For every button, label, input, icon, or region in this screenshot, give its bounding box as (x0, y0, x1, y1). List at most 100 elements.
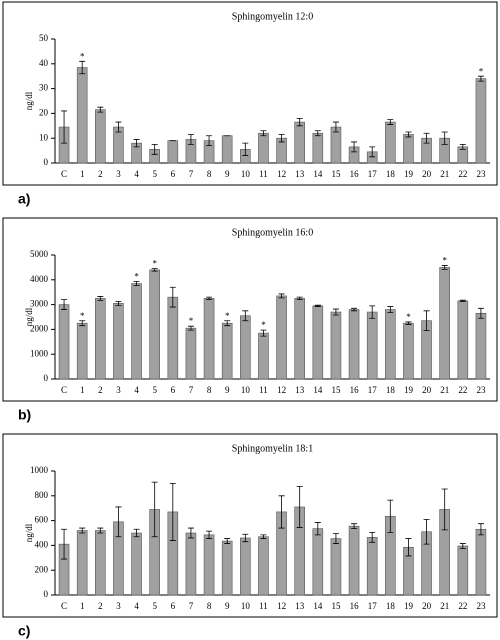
y-tick-label: 1000 (30, 348, 49, 358)
x-tick-label: 7 (189, 601, 194, 611)
error-bar (133, 139, 140, 148)
error-bar (477, 523, 484, 536)
error-bar (278, 495, 285, 529)
error-bar (206, 296, 213, 301)
error-bar (79, 60, 86, 75)
error-bar (187, 325, 194, 331)
x-tick-label: C (61, 385, 67, 395)
x-tick-label: 12 (277, 385, 286, 395)
bar (131, 532, 142, 596)
error-bar (278, 134, 285, 143)
x-tick-label: 3 (116, 169, 121, 179)
y-tick-label: 5000 (30, 249, 49, 259)
error-bar (405, 321, 412, 325)
error-bar (477, 75, 484, 82)
bar (385, 121, 396, 164)
x-tick-label: C (61, 169, 67, 179)
x-tick-label: 18 (386, 385, 396, 395)
x-tick-label: 17 (368, 601, 378, 611)
x-tick-label: 23 (476, 169, 486, 179)
error-bar (242, 142, 249, 156)
error-bar (387, 306, 394, 313)
error-bar (260, 534, 267, 539)
error-bar (296, 117, 303, 127)
error-bar (441, 488, 448, 531)
bar (258, 536, 269, 596)
panel-border (2, 1, 498, 186)
bar (385, 309, 396, 380)
y-axis-label: ng/dl (24, 307, 34, 326)
bar (113, 126, 124, 164)
x-tick-label: 15 (331, 601, 341, 611)
x-tick-label: 13 (295, 169, 305, 179)
error-bar (206, 135, 213, 147)
error-bar (296, 296, 303, 301)
x-tick-label: 21 (440, 169, 449, 179)
x-tick-label: 22 (458, 385, 467, 395)
bar (258, 332, 269, 380)
bar (439, 267, 450, 380)
x-tick-label: 6 (171, 169, 176, 179)
x-tick-label: 15 (331, 169, 341, 179)
x-tick-label: 14 (313, 601, 323, 611)
significance-star: * (479, 66, 484, 76)
x-tick-label: 9 (225, 169, 230, 179)
y-tick-label: 800 (35, 490, 49, 500)
bar (330, 538, 342, 596)
error-bar (97, 296, 104, 301)
bar (95, 109, 106, 164)
x-tick-label: 19 (404, 601, 414, 611)
x-tick-label: 11 (259, 169, 268, 179)
error-bar (314, 522, 321, 536)
error-bar (206, 530, 213, 539)
error-bar (242, 533, 249, 543)
error-bar (133, 528, 140, 538)
error-bar (459, 144, 466, 150)
x-tick-label: 16 (350, 385, 360, 395)
error-bar (97, 527, 104, 534)
x-tick-label: 8 (207, 385, 212, 395)
error-bar (133, 281, 140, 286)
error-bar (79, 527, 86, 534)
y-tick-label: 200 (35, 564, 49, 574)
error-bar (260, 329, 267, 337)
bar (403, 134, 414, 164)
bar (131, 283, 142, 380)
error-bar (369, 531, 376, 543)
chart-title: Sphingomyelin 16:0 (232, 227, 313, 238)
x-tick-label: 21 (440, 601, 449, 611)
panel-border (2, 433, 498, 618)
x-tick-label: C (61, 601, 67, 611)
bar (475, 528, 487, 596)
x-tick-label: 14 (313, 169, 323, 179)
bar (95, 298, 106, 380)
x-tick-label: 1 (80, 169, 85, 179)
x-tick-label: 10 (241, 601, 251, 611)
x-tick-label: 17 (368, 169, 378, 179)
x-tick-label: 17 (368, 385, 378, 395)
bar (294, 298, 305, 380)
x-tick-label: 13 (295, 601, 305, 611)
bar (58, 304, 70, 380)
error-bar (169, 286, 176, 308)
bar (348, 309, 360, 380)
bar (221, 322, 233, 380)
error-bar (332, 308, 339, 316)
bar (457, 545, 469, 596)
error-bar (187, 134, 194, 145)
error-bar (387, 499, 394, 533)
error-bar (97, 106, 104, 113)
bar (185, 532, 197, 596)
bar (221, 135, 233, 164)
significance-star: * (225, 311, 230, 321)
error-bar (61, 299, 68, 310)
bar (240, 537, 251, 596)
bar (312, 305, 324, 380)
error-bar (369, 305, 376, 319)
x-tick-label: 13 (295, 385, 305, 395)
y-tick-label: 4000 (30, 274, 49, 284)
error-bar (405, 538, 412, 557)
x-tick-label: 4 (134, 169, 139, 179)
x-tick-label: 21 (440, 385, 449, 395)
